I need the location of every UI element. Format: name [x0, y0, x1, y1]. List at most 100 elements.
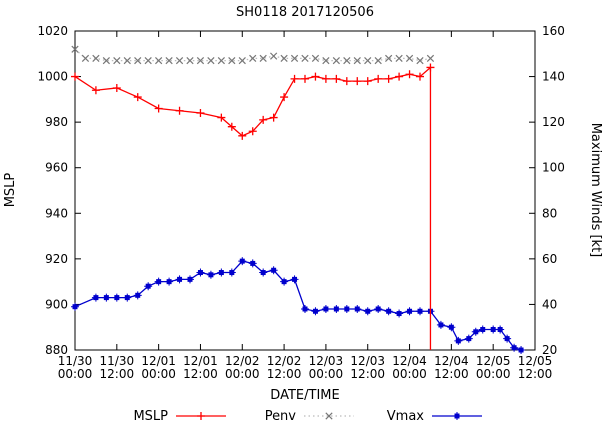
y-right-tick-label: 60	[542, 252, 557, 266]
plus-marker-icon	[395, 72, 404, 81]
x-tick-label-date: 11/30	[100, 354, 135, 368]
square-marker-spur-icon	[503, 334, 512, 343]
square-marker-spur-icon	[186, 275, 194, 284]
square-marker-spur-icon	[395, 309, 404, 318]
x-tick-label-date: 12/04	[392, 354, 427, 368]
x-tick-label-date: 12/02	[225, 354, 260, 368]
cross-marker-icon	[280, 54, 288, 62]
x-tick-label-time: 12:00	[434, 367, 469, 381]
cross-marker-icon	[364, 56, 372, 65]
cross-marker-icon	[311, 54, 320, 62]
x-tick-label-date: 11/30	[58, 354, 93, 368]
plus-marker-icon	[290, 74, 299, 83]
cross-marker-icon	[385, 54, 393, 62]
series-line-vmax	[74, 260, 522, 351]
square-marker-spur-icon	[91, 293, 100, 302]
plus-marker-icon	[133, 93, 142, 102]
square-marker-spur-icon	[405, 307, 414, 316]
cross-marker-icon	[343, 56, 351, 65]
cross-marker-icon	[405, 54, 414, 62]
cross-marker-icon	[123, 56, 131, 65]
square-marker-spur-icon	[353, 304, 362, 313]
square-marker-spur-icon	[489, 325, 498, 334]
plus-marker-icon	[112, 83, 121, 92]
legend-label-vmax: Vmax	[387, 409, 425, 424]
plus-marker-icon	[248, 127, 257, 136]
x-tick-label-time: 12:00	[518, 367, 553, 381]
square-marker-spur-icon	[321, 304, 330, 313]
plus-marker-icon	[301, 74, 309, 83]
plus-marker-icon	[154, 104, 163, 113]
cross-marker-icon	[144, 56, 152, 65]
square-marker-spur-icon	[342, 304, 351, 313]
y-right-tick-label: 100	[542, 161, 565, 175]
square-marker-spur-icon	[384, 307, 393, 316]
square-marker-spur-icon	[301, 304, 309, 313]
square-marker-spur-icon	[227, 268, 236, 277]
cross-marker-icon	[322, 56, 330, 65]
cross-marker-icon	[217, 56, 225, 65]
cross-marker-icon	[71, 45, 79, 53]
x-tick-label-date: 12/02	[267, 354, 302, 368]
square-marker-spur-icon	[154, 277, 163, 286]
x-tick-label-time: 12:00	[267, 367, 302, 381]
cross-marker-icon	[301, 54, 309, 62]
y-left-tick-label: 1000	[37, 70, 68, 84]
y-right-tick-label: 120	[542, 115, 565, 129]
plus-marker-icon	[196, 109, 205, 118]
x-tick-label-time: 00:00	[225, 367, 260, 381]
square-marker-spur-icon	[196, 268, 205, 277]
plus-marker-icon	[416, 72, 424, 81]
y-left-tick-label: 1020	[37, 24, 68, 38]
cross-marker-icon	[238, 56, 246, 65]
cross-marker-icon	[374, 56, 382, 65]
x-tick-label-date: 12/03	[309, 354, 344, 368]
plus-marker-icon	[321, 74, 330, 83]
cross-marker-icon	[228, 56, 236, 65]
y-left-tick-label: 980	[45, 115, 68, 129]
square-marker-spur-icon	[510, 343, 519, 352]
y-left-tick-label: 940	[45, 206, 68, 220]
cross-marker-icon	[81, 54, 90, 62]
y-right-tick-label: 40	[542, 297, 557, 311]
square-marker-spur-icon	[496, 325, 505, 334]
square-marker-spur-icon	[238, 257, 247, 266]
cross-marker-icon	[102, 56, 110, 65]
plus-marker-icon	[311, 72, 320, 81]
cross-marker-icon	[259, 54, 267, 62]
square-marker-spur-icon	[374, 304, 383, 313]
x-tick-label-date: 12/05	[518, 354, 553, 368]
plus-marker-icon	[175, 106, 184, 115]
x-axis-label: DATE/TIME	[270, 388, 339, 403]
cross-marker-icon	[395, 54, 403, 62]
plus-marker-icon	[238, 131, 247, 140]
right-y-axis-label: Maximum Winds [kt]	[588, 123, 603, 258]
x-tick-label-date: 12/04	[434, 354, 469, 368]
x-tick-label-date: 12/01	[141, 354, 176, 368]
plus-marker-icon	[217, 113, 226, 122]
plot-border	[74, 30, 536, 351]
cross-marker-icon	[207, 56, 215, 65]
square-marker-spur-icon	[206, 270, 215, 279]
plus-marker-icon	[332, 74, 341, 83]
square-marker-spur-icon	[123, 293, 132, 302]
square-marker-spur-icon	[290, 275, 299, 284]
y-left-tick-label: 920	[45, 252, 68, 266]
square-marker-spur-icon	[436, 320, 445, 329]
square-marker-spur-icon	[259, 268, 268, 277]
square-marker-spur-icon	[517, 346, 526, 354]
plus-marker-icon	[353, 77, 362, 86]
plus-marker-icon	[71, 72, 79, 81]
square-marker-spur-icon	[332, 304, 341, 313]
cross-marker-icon	[332, 56, 340, 65]
plus-marker-icon	[405, 70, 414, 79]
x-tick-label-time: 12:00	[183, 367, 218, 381]
square-marker-spur-icon	[269, 266, 278, 275]
x-tick-label-time: 00:00	[141, 367, 176, 381]
legend-label-penv: Penv	[265, 409, 297, 424]
plus-marker-icon	[280, 93, 289, 102]
cross-marker-icon	[113, 56, 121, 65]
y-right-tick-label: 160	[542, 24, 565, 38]
square-marker-spur-icon	[102, 293, 111, 302]
